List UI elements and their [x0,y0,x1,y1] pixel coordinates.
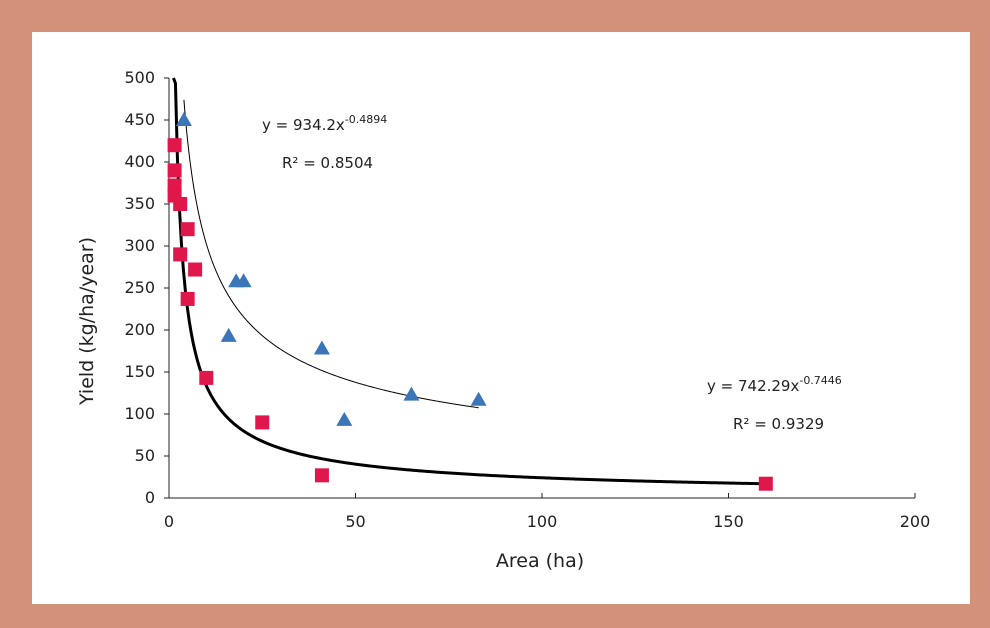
x-tick-label: 50 [345,512,365,531]
triangle-point [403,386,420,401]
equation-series-2-exponent: -0.7446 [799,374,841,387]
triangle-point [470,391,487,406]
trendline-series-1 [183,99,479,409]
square-point [180,222,195,237]
r2-series-2: R² = 0.9329 [733,415,824,433]
equation-series-2-base: y = 742.29x [707,377,799,395]
triangle-point [175,112,192,126]
equation-series-2: y = 742.29x-0.7446 [707,374,842,395]
y-axis-title: Yield (kg/ha/year) [76,237,98,406]
x-axis-title: Area (ha) [496,550,584,572]
x-tick-label: 0 [164,512,174,531]
triangle-point [235,273,252,288]
y-tick-label: 350 [124,194,155,213]
x-tick-label: 200 [900,512,931,531]
triangle-point [220,327,237,342]
equation-series-1-exponent: -0.4894 [345,113,387,126]
data-points [167,112,773,491]
scatter-chart: 0 50 100 150 200 250 300 350 400 450 500 0 50 100 150 2… [76,68,930,572]
x-tick-label: 100 [527,512,558,531]
r2-series-1: R² = 0.8504 [282,154,373,172]
square-point [173,247,188,262]
square-point [199,370,214,385]
equation-series-1: y = 934.2x-0.4894 [262,113,387,134]
y-tick-label: 300 [124,236,155,255]
square-point [173,197,188,211]
square-point [314,468,329,483]
y-tick-label: 100 [124,404,155,423]
square-point [167,163,182,178]
y-tick-label: 150 [124,362,155,381]
axes: 0 50 100 150 200 250 300 350 400 450 500 0 50 100 150 2… [124,68,930,531]
chart-labels: Area (ha) Yield (kg/ha/year) y = 934.2x-… [76,113,842,572]
y-tick-label: 200 [124,320,155,339]
square-point [180,291,195,306]
trendlines [172,77,766,486]
triangle-point [336,411,353,426]
chart-frame: 0 50 100 150 200 250 300 350 400 450 500 0 50 100 150 2… [32,32,970,604]
y-tick-label: 500 [124,68,155,87]
triangle-point [313,340,330,355]
y-tick-label: 50 [135,446,155,465]
equation-series-1-base: y = 934.2x [262,116,345,134]
y-tick-label: 0 [145,488,155,507]
trendline-series-2 [172,77,766,486]
y-tick-label: 400 [124,152,155,171]
y-tick-label: 250 [124,278,155,297]
square-point [255,415,270,430]
square-point [188,262,203,277]
y-tick-label: 450 [124,110,155,129]
x-tick-label: 150 [713,512,744,531]
square-point [167,138,182,153]
square-point [758,476,773,491]
